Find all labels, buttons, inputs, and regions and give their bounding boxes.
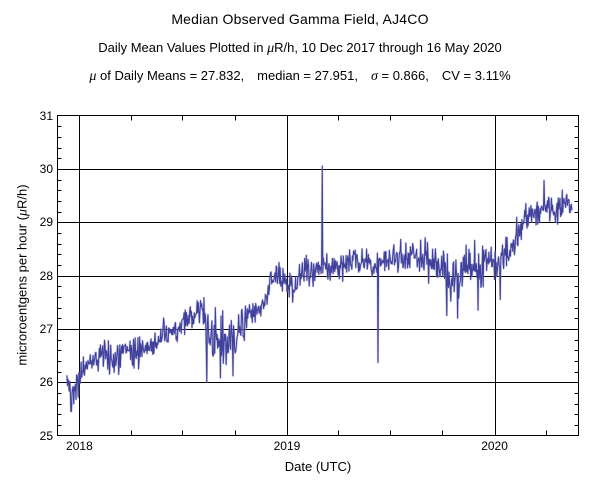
mu-symbol: μ xyxy=(89,69,97,84)
stats-line: μ of Daily Means = 27.832, median = 27.95… xyxy=(0,68,600,85)
x-tick-label: 2018 xyxy=(66,439,93,453)
mu-symbol: μ xyxy=(267,41,275,56)
y-tick-label: 28 xyxy=(39,268,53,283)
subtitle-text-post: R/h, 10 Dec 2017 through 16 May 2020 xyxy=(274,40,502,55)
plot-frame xyxy=(57,115,579,436)
stats-median: median = 27.951, xyxy=(257,68,358,83)
sigma-symbol: σ xyxy=(370,69,378,84)
gridlines xyxy=(57,115,579,436)
x-tick-label: 2019 xyxy=(273,439,301,453)
y-tick-label: 27 xyxy=(39,321,53,336)
subtitle-text-pre: Daily Mean Values Plotted in xyxy=(98,40,268,55)
y-tick-label: 29 xyxy=(39,215,53,230)
y-tick-label: 25 xyxy=(39,428,53,443)
y-tick-label: 30 xyxy=(39,161,53,176)
stats-cv: CV = 3.11% xyxy=(441,68,511,83)
y-tick-label: 31 xyxy=(39,108,53,123)
chart-title: Median Observed Gamma Field, AJ4CO xyxy=(171,11,429,27)
x-tick-label: 2020 xyxy=(481,439,508,453)
x-axis-label: Date (UTC) xyxy=(284,459,352,474)
chart-subtitle: Daily Mean Values Plotted in μR/h, 10 De… xyxy=(0,40,600,57)
stats-sigma-value: = 0.866, xyxy=(377,68,429,83)
y-tick-label: 26 xyxy=(39,375,53,390)
axis-ticks xyxy=(57,115,579,436)
data-series xyxy=(65,165,573,413)
stats-mean: of Daily Means = 27.832, xyxy=(96,68,245,83)
